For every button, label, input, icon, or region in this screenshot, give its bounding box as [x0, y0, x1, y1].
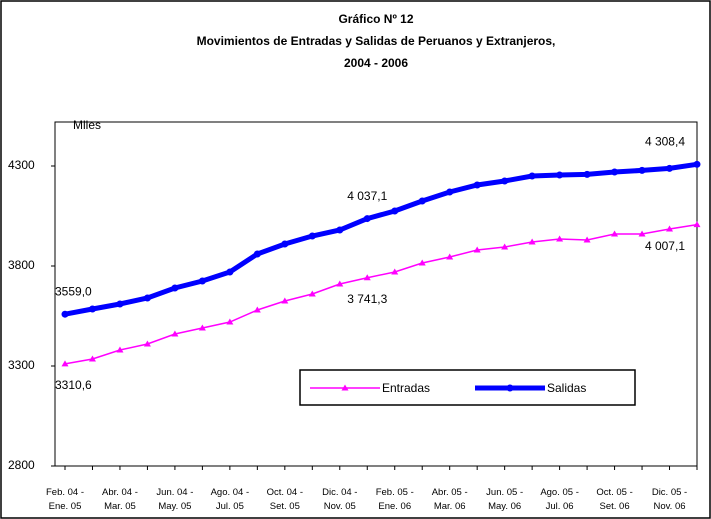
point [391, 268, 399, 275]
y-tick-label: 2800 [8, 458, 35, 472]
point [198, 324, 206, 331]
y-tick-label: 4300 [8, 158, 35, 172]
point [418, 197, 426, 205]
point [116, 346, 124, 353]
point [473, 246, 481, 253]
point [583, 170, 591, 178]
data-label: 4 308,4 [645, 134, 685, 148]
point [363, 274, 371, 281]
point [308, 232, 316, 240]
point [693, 160, 701, 168]
legend-label: Salidas [547, 381, 586, 395]
x-tick-label: Abr. 04 - Mar. 05 [101, 487, 138, 512]
point [336, 280, 344, 287]
point [281, 297, 289, 304]
point [638, 166, 646, 174]
point [116, 300, 124, 308]
point [308, 290, 316, 297]
legend-label: Entradas [382, 381, 430, 395]
point [281, 240, 289, 248]
point [171, 284, 179, 292]
x-tick-label: Abr. 05 - Mar. 06 [431, 487, 468, 512]
point [143, 340, 151, 347]
chart-title: Gráfico Nº 12 [338, 12, 413, 26]
data-label: 3310,6 [55, 378, 92, 392]
data-label: 4 037,1 [347, 189, 387, 203]
point [501, 243, 509, 250]
point [88, 355, 96, 362]
x-tick-label: Jun. 05 - May. 06 [486, 487, 524, 512]
point [391, 207, 399, 215]
point [446, 253, 454, 260]
point [446, 188, 454, 196]
point [226, 318, 234, 325]
x-tick-label: Oct. 04 - Set. 05 [266, 487, 304, 512]
x-tick-label: Oct. 05 - Set. 06 [596, 487, 633, 512]
point [693, 221, 701, 228]
legend-marker [506, 384, 514, 392]
point [336, 226, 344, 234]
x-tick-label: Dic. 04 - Nov. 05 [322, 487, 358, 512]
point [528, 172, 536, 180]
x-tick-label: Feb. 05 - Ene. 06 [375, 487, 414, 512]
point [61, 310, 69, 318]
chart-title: Movimientos de Entradas y Salidas de Per… [197, 34, 556, 48]
point [363, 215, 371, 223]
chart-title: 2004 - 2006 [344, 56, 408, 70]
point [556, 235, 564, 242]
point [583, 236, 591, 243]
y-axis-label: Miles [73, 118, 101, 132]
x-tick-label: Feb. 04 - Ene. 05 [45, 487, 85, 512]
x-tick-label: Jun. 04 - May. 05 [156, 487, 194, 512]
plot-area [54, 121, 698, 467]
x-tick-label: Dic. 05 - Nov. 06 [651, 487, 688, 512]
point [666, 164, 674, 172]
x-tick-label: Ago. 04 - Jul. 05 [210, 487, 250, 512]
series-line [64, 161, 698, 317]
point [171, 330, 179, 337]
point [143, 294, 151, 302]
data-label: 4 007,1 [645, 239, 685, 253]
point [473, 181, 481, 189]
y-tick-label: 3300 [8, 358, 35, 372]
point [198, 277, 206, 285]
point [611, 168, 619, 176]
point [61, 360, 69, 367]
point [528, 238, 536, 245]
point [638, 230, 646, 237]
point [501, 177, 509, 185]
point [666, 225, 674, 232]
point [253, 306, 261, 313]
point [556, 171, 564, 179]
series-line [64, 223, 698, 365]
point [226, 268, 234, 276]
data-label: 3 741,3 [347, 292, 387, 306]
y-tick-label: 3800 [8, 258, 35, 272]
data-label: 3559,0 [55, 284, 92, 298]
point [418, 259, 426, 266]
point [611, 230, 619, 237]
point [253, 250, 261, 258]
x-tick-label: Ago. 05 - Jul. 06 [540, 487, 579, 512]
point [88, 305, 96, 313]
legend-marker [341, 384, 349, 391]
